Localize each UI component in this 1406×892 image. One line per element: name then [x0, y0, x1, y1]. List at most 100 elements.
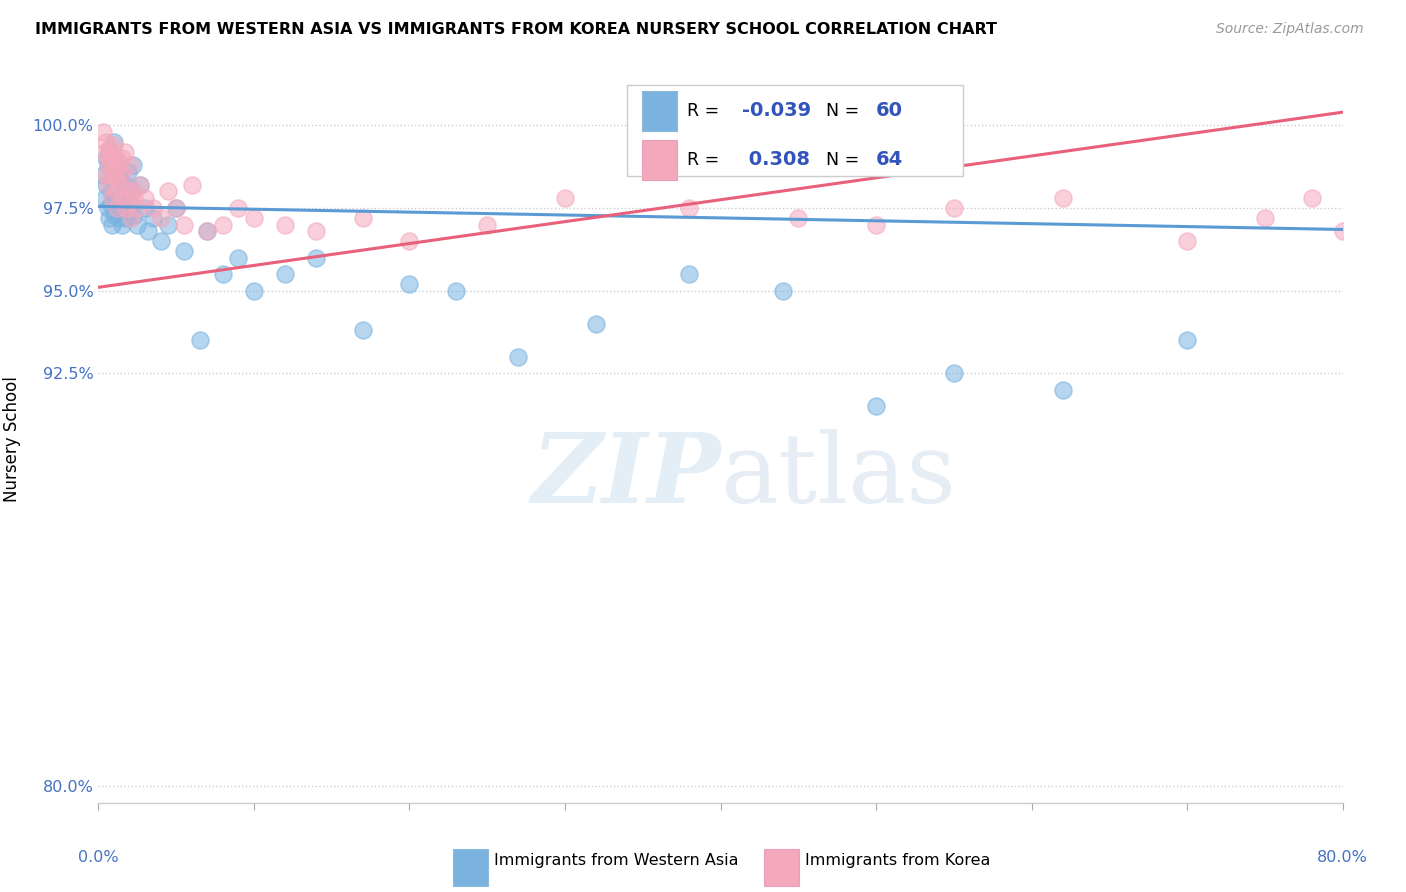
Point: [243, 284, 266, 298]
Text: Immigrants from Korea: Immigrants from Korea: [806, 854, 991, 869]
Point: [96, 135, 118, 149]
Point: [98, 142, 121, 156]
Point: [1175, 234, 1198, 248]
Point: [508, 350, 530, 364]
Point: [105, 201, 128, 215]
Point: [942, 366, 965, 380]
Text: 60: 60: [876, 101, 903, 120]
Point: [120, 197, 142, 211]
Text: N =: N =: [827, 102, 865, 120]
Point: [1052, 191, 1074, 205]
Point: [104, 191, 127, 205]
Point: [188, 333, 211, 347]
Point: [103, 164, 125, 178]
Point: [398, 234, 420, 248]
Point: [117, 185, 139, 199]
Point: [120, 211, 142, 225]
Point: [101, 145, 124, 159]
Point: [305, 224, 328, 238]
Point: [1301, 191, 1323, 205]
Point: [678, 267, 700, 281]
Point: [157, 218, 180, 232]
Point: [96, 152, 118, 166]
Point: [865, 218, 887, 232]
Point: [98, 145, 121, 159]
Point: [107, 168, 129, 182]
Point: [117, 164, 139, 178]
Point: [352, 211, 374, 225]
Point: [101, 218, 124, 232]
Point: [865, 399, 887, 413]
FancyBboxPatch shape: [627, 86, 963, 176]
Point: [104, 178, 127, 192]
Text: atlas: atlas: [721, 429, 956, 523]
Point: [104, 152, 127, 166]
Point: [942, 201, 965, 215]
Point: [100, 168, 122, 182]
Point: [98, 158, 121, 172]
Point: [1175, 333, 1198, 347]
Point: [101, 171, 124, 186]
Point: [211, 218, 233, 232]
Point: [554, 191, 576, 205]
Point: [111, 218, 134, 232]
Point: [97, 152, 120, 166]
Point: [398, 277, 420, 291]
Point: [105, 201, 128, 215]
Text: N =: N =: [827, 151, 865, 169]
Point: [96, 168, 118, 182]
Text: -0.039: -0.039: [742, 101, 811, 120]
Text: 0.0%: 0.0%: [79, 850, 118, 865]
Point: [127, 201, 149, 215]
Point: [108, 178, 131, 192]
Point: [118, 158, 141, 172]
Point: [127, 218, 149, 232]
Point: [165, 201, 187, 215]
Text: IMMIGRANTS FROM WESTERN ASIA VS IMMIGRANTS FROM KOREA NURSERY SCHOOL CORRELATION: IMMIGRANTS FROM WESTERN ASIA VS IMMIGRAN…: [35, 22, 997, 37]
Point: [97, 178, 120, 192]
Point: [115, 211, 138, 225]
Point: [129, 178, 152, 192]
Point: [149, 234, 172, 248]
Point: [136, 224, 159, 238]
Point: [112, 168, 135, 182]
Point: [104, 185, 127, 199]
Point: [118, 204, 141, 219]
Point: [1254, 211, 1277, 225]
Point: [305, 251, 328, 265]
Point: [274, 267, 297, 281]
Text: Immigrants from Western Asia: Immigrants from Western Asia: [494, 854, 738, 869]
Y-axis label: Nursery School: Nursery School: [3, 376, 21, 502]
Point: [100, 185, 122, 199]
Point: [114, 145, 136, 159]
Point: [129, 178, 152, 192]
Point: [195, 224, 218, 238]
Point: [121, 158, 143, 172]
Point: [228, 251, 250, 265]
Point: [97, 158, 120, 172]
Point: [1052, 383, 1074, 397]
Text: 64: 64: [876, 150, 904, 169]
Point: [1331, 224, 1354, 238]
Point: [111, 152, 134, 166]
Point: [101, 191, 124, 205]
Point: [93, 191, 115, 205]
Text: 80.0%: 80.0%: [1317, 850, 1368, 865]
Point: [103, 208, 125, 222]
Point: [115, 201, 138, 215]
Point: [195, 224, 218, 238]
Point: [173, 244, 195, 258]
Point: [211, 267, 233, 281]
Point: [107, 158, 129, 172]
Point: [112, 201, 135, 215]
Text: Source: ZipAtlas.com: Source: ZipAtlas.com: [1216, 22, 1364, 37]
Point: [228, 201, 250, 215]
Point: [772, 284, 794, 298]
Point: [105, 154, 128, 169]
FancyBboxPatch shape: [643, 140, 678, 180]
Point: [243, 211, 266, 225]
Point: [98, 211, 121, 225]
Point: [134, 191, 156, 205]
Point: [121, 185, 143, 199]
Point: [118, 181, 141, 195]
